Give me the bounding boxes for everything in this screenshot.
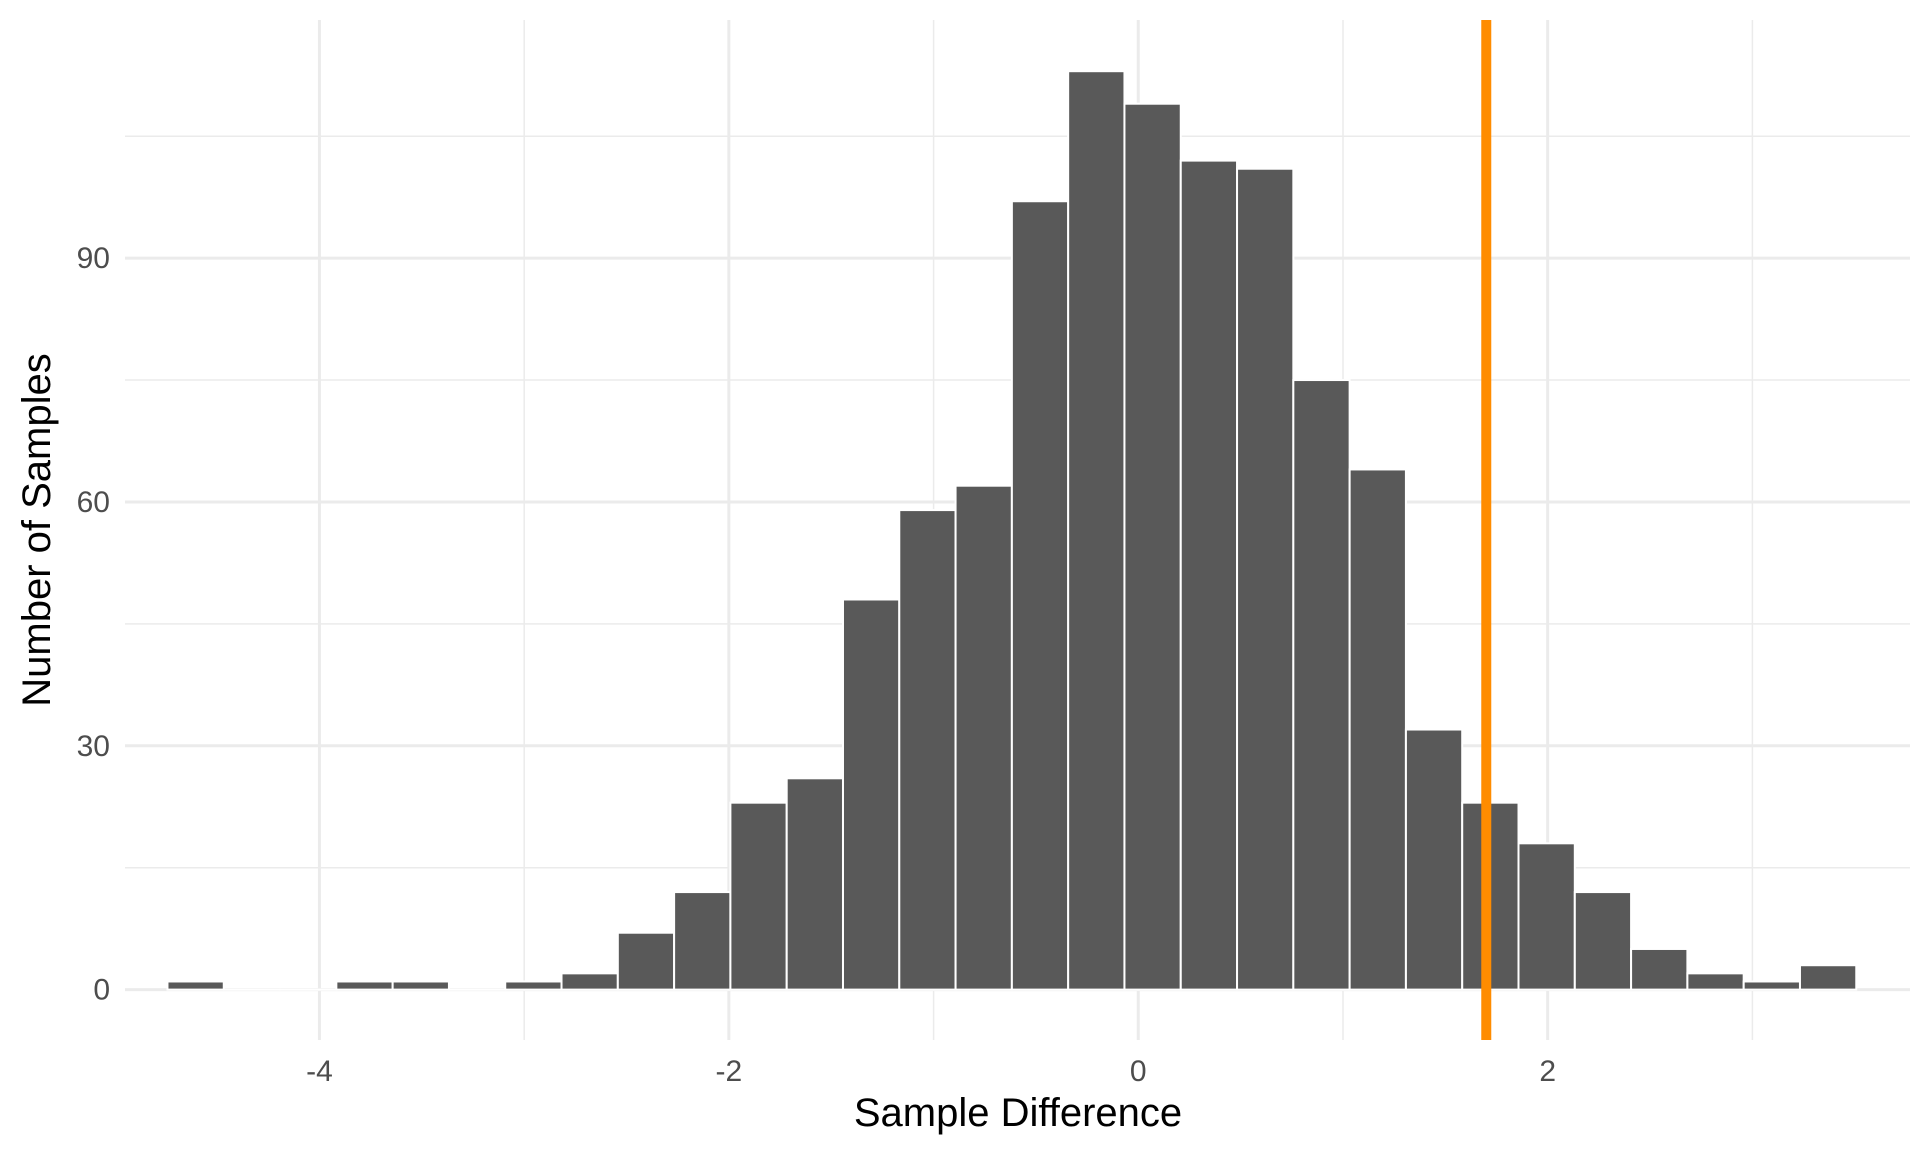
histogram-bar: [391, 980, 450, 991]
histogram-bar: [1292, 379, 1351, 991]
histogram-bar: [335, 980, 394, 991]
histogram-bar: [841, 598, 901, 991]
x-tick-label: 2: [1539, 1055, 1556, 1088]
histogram-bar: [785, 777, 844, 991]
histogram-bar: [1742, 980, 1801, 991]
histogram-bar: [1404, 728, 1464, 991]
histogram-bar: [1517, 842, 1576, 991]
histogram-bar: [1630, 947, 1689, 991]
histogram-bar: [673, 891, 732, 991]
x-tick-label: 0: [1130, 1055, 1147, 1088]
histogram-bar: [1236, 167, 1295, 991]
x-tick-label: -4: [306, 1055, 333, 1088]
y-tick-label: 60: [77, 486, 110, 519]
histogram-bar: [504, 980, 563, 991]
x-axis-title: Sample Difference: [854, 1091, 1182, 1135]
histogram-bar: [560, 972, 619, 991]
histogram-bar: [1010, 200, 1070, 991]
histogram-bar: [1798, 964, 1858, 991]
histogram-bars: [166, 70, 1858, 991]
y-axis-title: Number of Samples: [15, 353, 59, 706]
y-tick-label: 90: [77, 242, 110, 275]
histogram-bar: [954, 484, 1013, 991]
histogram-bar: [1686, 972, 1745, 991]
y-tick-label: 0: [93, 974, 110, 1007]
histogram-bar: [166, 980, 225, 991]
histogram-bar: [1179, 159, 1239, 991]
histogram-bar: [616, 931, 676, 991]
histogram-bar: [1067, 70, 1126, 991]
x-axis-ticks: -4 -2 0 2: [306, 1055, 1556, 1088]
y-axis-ticks: 0 30 60 90: [77, 242, 110, 1006]
histogram-bar: [1573, 891, 1633, 991]
y-tick-label: 30: [77, 730, 110, 763]
histogram-bar: [729, 801, 788, 991]
histogram-bar: [1123, 102, 1182, 991]
histogram-bar: [1348, 468, 1407, 991]
histogram-bar: [898, 509, 957, 991]
x-tick-label: -2: [716, 1055, 743, 1088]
